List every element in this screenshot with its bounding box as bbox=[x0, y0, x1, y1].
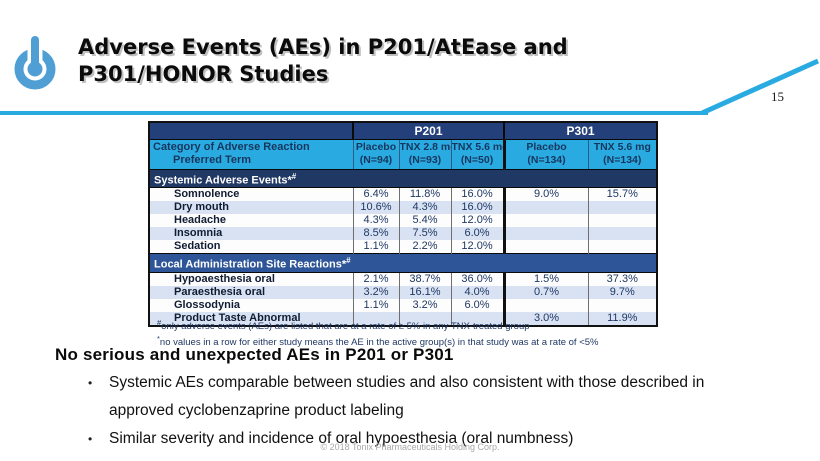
cell-value: 5.4% bbox=[398, 214, 451, 228]
table-row: Product Taste Abnormal 3.0% 11.9% bbox=[149, 311, 658, 326]
cell-value bbox=[352, 311, 399, 326]
study-group-p301: P301 bbox=[503, 122, 658, 140]
table-row: Somnolence 6.4% 11.8% 16.0% 9.0% 15.7% bbox=[149, 187, 658, 202]
section-header-systemic: Systemic Adverse Events*# bbox=[149, 168, 658, 189]
column-header: Placebo (N=94) bbox=[352, 139, 399, 170]
preferred-term: Dry mouth bbox=[149, 201, 353, 215]
preferred-term: Paraesthesia oral bbox=[149, 285, 353, 299]
cell-value bbox=[502, 214, 589, 228]
cell-value: 11.9% bbox=[587, 311, 658, 326]
preferred-term: Insomnia bbox=[149, 227, 353, 241]
bullet-item: Systemic AEs comparable between studies … bbox=[86, 369, 741, 425]
cell-value bbox=[502, 201, 589, 215]
cell-value: 1.5% bbox=[502, 272, 589, 286]
category-header-line1: Category of Adverse Reaction bbox=[153, 141, 310, 153]
accent-diagonal-line bbox=[700, 58, 820, 116]
copyright-footer: © 2018 Tonix Pharmaceuticals Holding Cor… bbox=[320, 442, 500, 452]
footnote-1: #only adverse events (AEs) are listed th… bbox=[157, 318, 530, 333]
cell-value bbox=[587, 201, 658, 215]
cell-value: 4.3% bbox=[352, 214, 399, 228]
cell-value: 38.7% bbox=[398, 272, 451, 286]
preferred-term: Glossodynia bbox=[149, 298, 353, 312]
column-header: TNX 5.6 mg (N=50) bbox=[450, 139, 505, 170]
corner-cell bbox=[149, 122, 353, 140]
cell-value: 9.0% bbox=[502, 187, 589, 202]
cell-value bbox=[587, 227, 658, 241]
cell-value: 9.7% bbox=[587, 285, 658, 299]
table-row: Paraesthesia oral 3.2% 16.1% 4.0% 0.7% 9… bbox=[149, 285, 658, 299]
study-group-row: P201 P301 bbox=[149, 122, 658, 140]
cell-value: 36.0% bbox=[450, 272, 505, 286]
bullet-item: Similar severity and incidence of oral h… bbox=[86, 425, 741, 453]
adverse-events-table: P201 P301 Category of Adverse Reaction P… bbox=[148, 121, 659, 327]
cell-value bbox=[398, 311, 451, 326]
category-header-line2: Preferred Term bbox=[173, 154, 252, 166]
table-footnotes: #only adverse events (AEs) are listed th… bbox=[157, 317, 598, 348]
cell-value bbox=[450, 311, 505, 326]
power-button-icon bbox=[14, 35, 56, 90]
cell-value: 16.0% bbox=[450, 201, 505, 215]
preferred-term: Hypoaesthesia oral bbox=[149, 272, 353, 286]
cell-value: 16.0% bbox=[450, 187, 505, 202]
cell-value bbox=[502, 227, 589, 241]
table-row: Dry mouth 10.6% 4.3% 16.0% bbox=[149, 201, 658, 215]
cell-value bbox=[502, 298, 589, 312]
cell-value: 8.5% bbox=[352, 227, 399, 241]
preferred-term: Sedation bbox=[149, 240, 353, 254]
preferred-term: Product Taste Abnormal bbox=[149, 311, 353, 326]
cell-value: 11.8% bbox=[398, 187, 451, 202]
cell-value bbox=[587, 298, 658, 312]
cell-value: 3.2% bbox=[352, 285, 399, 299]
cell-value: 6.0% bbox=[450, 298, 505, 312]
preferred-term: Somnolence bbox=[149, 187, 353, 202]
cell-value: 7.5% bbox=[398, 227, 451, 241]
cell-value: 15.7% bbox=[587, 187, 658, 202]
cell-value: 16.1% bbox=[398, 285, 451, 299]
cell-value: 0.7% bbox=[502, 285, 589, 299]
cell-value: 4.3% bbox=[398, 201, 451, 215]
category-header: Category of Adverse Reaction Preferred T… bbox=[149, 139, 353, 170]
table-row: Headache 4.3% 5.4% 12.0% bbox=[149, 214, 658, 228]
summary-heading: No serious and unexpected AEs in P201 or… bbox=[55, 345, 454, 364]
cell-value: 1.1% bbox=[352, 298, 399, 312]
cell-value: 6.0% bbox=[450, 227, 505, 241]
cell-value: 3.0% bbox=[502, 311, 589, 326]
table-row: Glossodynia 1.1% 3.2% 6.0% bbox=[149, 298, 658, 312]
summary-bullets: Systemic AEs comparable between studies … bbox=[86, 369, 741, 453]
cell-value bbox=[587, 214, 658, 228]
slide-title-line2: P301/HONOR Studies bbox=[78, 62, 329, 86]
slide-title-line1: Adverse Events (AEs) in P201/AtEase and bbox=[78, 35, 568, 59]
cell-value: 4.0% bbox=[450, 285, 505, 299]
column-header: Placebo (N=134) bbox=[502, 139, 589, 170]
study-group-p201: P201 bbox=[351, 122, 505, 140]
cell-value: 12.0% bbox=[450, 214, 505, 228]
page-number: 15 bbox=[771, 89, 784, 104]
column-header: TNX 5.6 mg (N=134) bbox=[587, 139, 658, 170]
cell-value: 10.6% bbox=[352, 201, 399, 215]
cell-value bbox=[502, 240, 589, 254]
summary-block: No serious and unexpected AEs in P201 or… bbox=[55, 345, 755, 453]
column-header: TNX 2.8 mg (N=93) bbox=[398, 139, 451, 170]
cell-value: 1.1% bbox=[352, 240, 399, 254]
cell-value: 37.3% bbox=[587, 272, 658, 286]
table-row: Insomnia 8.5% 7.5% 6.0% bbox=[149, 227, 658, 241]
cell-value: 6.4% bbox=[352, 187, 399, 202]
cell-value: 2.1% bbox=[352, 272, 399, 286]
footnote-2: *no values in a row for either study mea… bbox=[157, 333, 599, 348]
table-row: Hypoaesthesia oral 2.1% 38.7% 36.0% 1.5%… bbox=[149, 272, 658, 286]
cell-value: 2.2% bbox=[398, 240, 451, 254]
cell-value bbox=[587, 240, 658, 254]
section-header-local: Local Administration Site Reactions*# bbox=[149, 253, 658, 273]
table-row: Sedation 1.1% 2.2% 12.0% bbox=[149, 240, 658, 254]
column-header-row: Category of Adverse Reaction Preferred T… bbox=[149, 139, 658, 170]
slide-title: Adverse Events (AEs) in P201/AtEase and … bbox=[78, 34, 738, 88]
cell-value: 12.0% bbox=[450, 240, 505, 254]
preferred-term: Headache bbox=[149, 214, 353, 228]
accent-line bbox=[0, 111, 708, 115]
cell-value: 3.2% bbox=[398, 298, 451, 312]
